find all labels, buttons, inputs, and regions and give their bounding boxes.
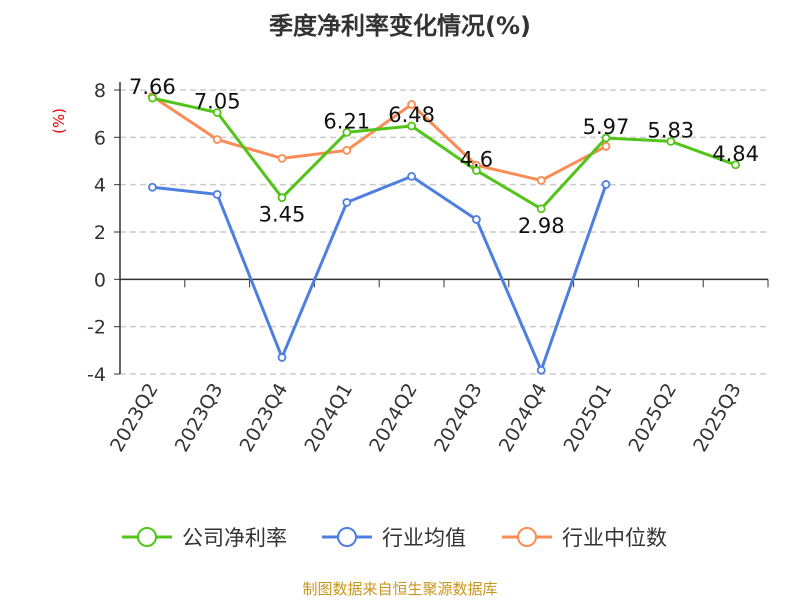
data-label: 5.83 xyxy=(647,118,694,142)
x-tick-label: 2025Q2 xyxy=(624,380,681,456)
legend-label: 行业中位数 xyxy=(562,526,667,550)
data-label: 7.66 xyxy=(129,75,176,99)
data-point xyxy=(342,145,352,155)
x-tick-label: 2023Q4 xyxy=(236,380,293,456)
y-tick-label: 2 xyxy=(94,222,106,244)
legend-marker xyxy=(137,527,157,547)
data-point xyxy=(407,171,417,181)
y-tick-label: -2 xyxy=(87,317,106,339)
legend-marker xyxy=(517,527,537,547)
data-point xyxy=(407,100,417,109)
y-tick-label: 0 xyxy=(94,269,106,291)
data-point xyxy=(277,193,287,203)
data-point xyxy=(601,180,611,189)
data-label: 5.97 xyxy=(583,115,630,139)
y-tick-label: 8 xyxy=(94,80,106,102)
x-tick-label: 2025Q3 xyxy=(689,380,746,456)
data-label: 4.84 xyxy=(712,142,759,166)
data-point xyxy=(342,127,352,137)
y-tick-label: 6 xyxy=(94,127,106,149)
data-label: 4.6 xyxy=(460,147,493,171)
x-tick-label: 2023Q2 xyxy=(106,380,163,456)
data-point xyxy=(666,136,676,146)
data-point xyxy=(601,141,611,151)
data-label: 2.98 xyxy=(518,214,565,238)
x-tick-label: 2024Q2 xyxy=(365,380,422,456)
series-line xyxy=(151,95,607,182)
data-label: 3.45 xyxy=(259,203,306,227)
series-line xyxy=(152,96,737,211)
y-tick-label: -4 xyxy=(87,364,106,386)
legend-label: 公司净利率 xyxy=(182,526,287,550)
x-tick-label: 2024Q3 xyxy=(430,380,487,456)
data-point xyxy=(212,189,222,199)
data-point xyxy=(471,166,481,175)
data-point xyxy=(277,153,287,163)
data-point xyxy=(536,365,546,375)
x-tick-label: 2023Q3 xyxy=(171,380,228,456)
data-point xyxy=(601,133,611,143)
data-label: 6.21 xyxy=(323,109,370,133)
data-point xyxy=(277,353,287,362)
data-point xyxy=(342,198,352,207)
data-point xyxy=(147,93,157,103)
data-point xyxy=(536,176,546,185)
series-line xyxy=(152,174,608,375)
data-point xyxy=(471,215,481,224)
legend-marker xyxy=(337,527,357,547)
data-point xyxy=(212,108,222,117)
data-point xyxy=(731,160,740,170)
x-tick-label: 2024Q4 xyxy=(495,380,552,456)
chart-title: 季度净利率变化情况(%) xyxy=(269,12,531,40)
data-point xyxy=(147,182,157,192)
data-label: 6.48 xyxy=(388,103,435,127)
x-tick-label: 2025Q1 xyxy=(560,380,617,456)
x-tick-label: 2024Q1 xyxy=(300,380,357,456)
source-note: 制图数据来自恒生聚源数据库 xyxy=(302,580,498,598)
data-point xyxy=(407,121,417,131)
data-point xyxy=(536,204,546,214)
legend-label: 行业均值 xyxy=(382,526,466,550)
data-point xyxy=(212,135,222,144)
y-tick-label: 4 xyxy=(94,175,106,197)
data-label: 7.05 xyxy=(194,89,241,113)
